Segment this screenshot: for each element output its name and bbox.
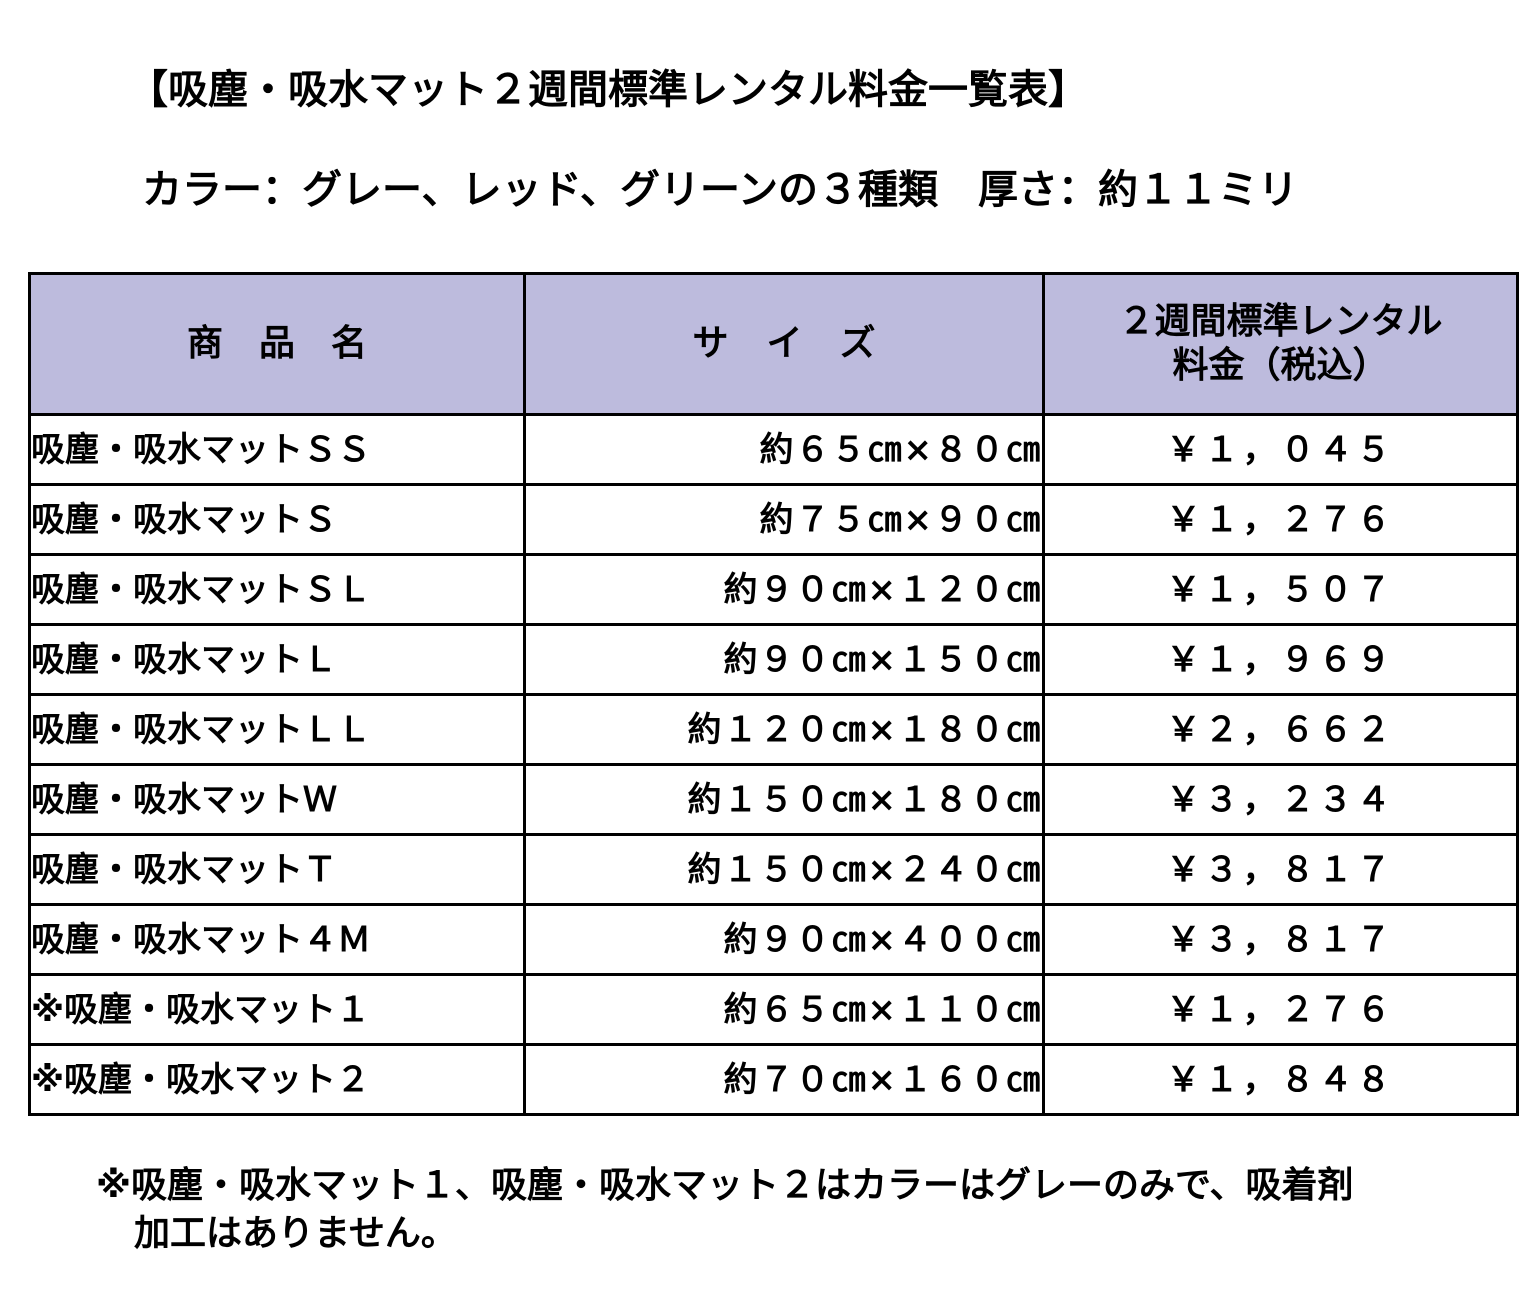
table-row: 吸塵・吸水マットＳ 約７５㎝×９０㎝ ￥１，２７６ [28,483,1519,556]
price-cell: ￥１，８４８ [1042,1043,1519,1116]
product-name-cell: 吸塵・吸水マットＬＬ [28,693,526,766]
table-row: ※吸塵・吸水マット２ 約７０㎝×１６０㎝ ￥１，８４８ [28,1043,1519,1116]
table-row: ※吸塵・吸水マット１ 約６５㎝×１１０㎝ ￥１，２７６ [28,973,1519,1046]
product-name-cell: 吸塵・吸水マットＳ [28,483,526,556]
footnote-line2: 加工はありません。 [134,1213,457,1254]
footnote: ※吸塵・吸水マット１、吸塵・吸水マット２はカラーはグレーのみで、吸着剤 加工はあ… [96,1162,1354,1258]
product-name-cell: ※吸塵・吸水マット２ [28,1043,526,1116]
size-cell: 約９０㎝×１５０㎝ [523,623,1045,696]
price-cell: ￥２，６６２ [1042,693,1519,766]
price-cell: ￥１，９６９ [1042,623,1519,696]
product-name-cell: 吸塵・吸水マットＳＳ [28,413,526,486]
table-row: 吸塵・吸水マットＷ 約１５０㎝×１８０㎝ ￥３，２３４ [28,763,1519,836]
header-rental-price: ２週間標準レンタル 料金（税込） [1042,272,1519,416]
price-cell: ￥３，２３４ [1042,763,1519,836]
size-cell: 約１２０㎝×１８０㎝ [523,693,1045,766]
header-size: サイズ [523,272,1045,416]
product-name-cell: 吸塵・吸水マットＳＬ [28,553,526,626]
product-name-cell: 吸塵・吸水マットＷ [28,763,526,836]
header-rental-price-line1: ２週間標準レンタル [1118,301,1443,342]
size-cell: 約９０㎝×１２０㎝ [523,553,1045,626]
size-cell: 約６５㎝×１１０㎝ [523,973,1045,1046]
table-header-row: 商品名 サイズ ２週間標準レンタル 料金（税込） [28,272,1519,416]
table-row: 吸塵・吸水マット４Ｍ 約９０㎝×４００㎝ ￥３，８１７ [28,903,1519,976]
size-cell: 約９０㎝×４００㎝ [523,903,1045,976]
color-thickness-info: カラー：グレー、レッド、グリーンの３種類 厚さ：約１１ミリ [142,167,1298,213]
table-row: 吸塵・吸水マットＳＬ 約９０㎝×１２０㎝ ￥１，５０７ [28,553,1519,626]
size-cell: 約６５㎝×８０㎝ [523,413,1045,486]
size-cell: 約１５０㎝×１８０㎝ [523,763,1045,836]
table-row: 吸塵・吸水マットＬＬ 約１２０㎝×１８０㎝ ￥２，６６２ [28,693,1519,766]
header-product-name: 商品名 [28,272,526,416]
table-row: 吸塵・吸水マットＬ 約９０㎝×１５０㎝ ￥１，９６９ [28,623,1519,696]
size-cell: 約１５０㎝×２４０㎝ [523,833,1045,906]
price-cell: ￥１，５０７ [1042,553,1519,626]
price-cell: ￥３，８１７ [1042,903,1519,976]
size-cell: 約７５㎝×９０㎝ [523,483,1045,556]
size-cell: 約７０㎝×１６０㎝ [523,1043,1045,1116]
product-name-cell: ※吸塵・吸水マット１ [28,973,526,1046]
page-title: 【吸塵・吸水マット２週間標準レンタル料金一覧表】 [128,67,1088,113]
product-name-cell: 吸塵・吸水マット４Ｍ [28,903,526,976]
table-row: 吸塵・吸水マットＴ 約１５０㎝×２４０㎝ ￥３，８１７ [28,833,1519,906]
product-name-cell: 吸塵・吸水マットＬ [28,623,526,696]
header-rental-price-line2: 料金（税込） [1172,345,1389,386]
price-cell: ￥１，２７６ [1042,483,1519,556]
price-cell: ￥１，２７６ [1042,973,1519,1046]
product-name-cell: 吸塵・吸水マットＴ [28,833,526,906]
rental-price-table: 商品名 サイズ ２週間標準レンタル 料金（税込） 吸塵・吸水マットＳＳ 約６５㎝×… [28,272,1519,1116]
table-body: 吸塵・吸水マットＳＳ 約６５㎝×８０㎝ ￥１，０４５ 吸塵・吸水マットＳ 約７５㎝×９０… [28,413,1519,1116]
table-row: 吸塵・吸水マットＳＳ 約６５㎝×８０㎝ ￥１，０４５ [28,413,1519,486]
price-cell: ￥３，８１７ [1042,833,1519,906]
price-cell: ￥１，０４５ [1042,413,1519,486]
footnote-line1: ※吸塵・吸水マット１、吸塵・吸水マット２はカラーはグレーのみで、吸着剤 [96,1165,1354,1206]
